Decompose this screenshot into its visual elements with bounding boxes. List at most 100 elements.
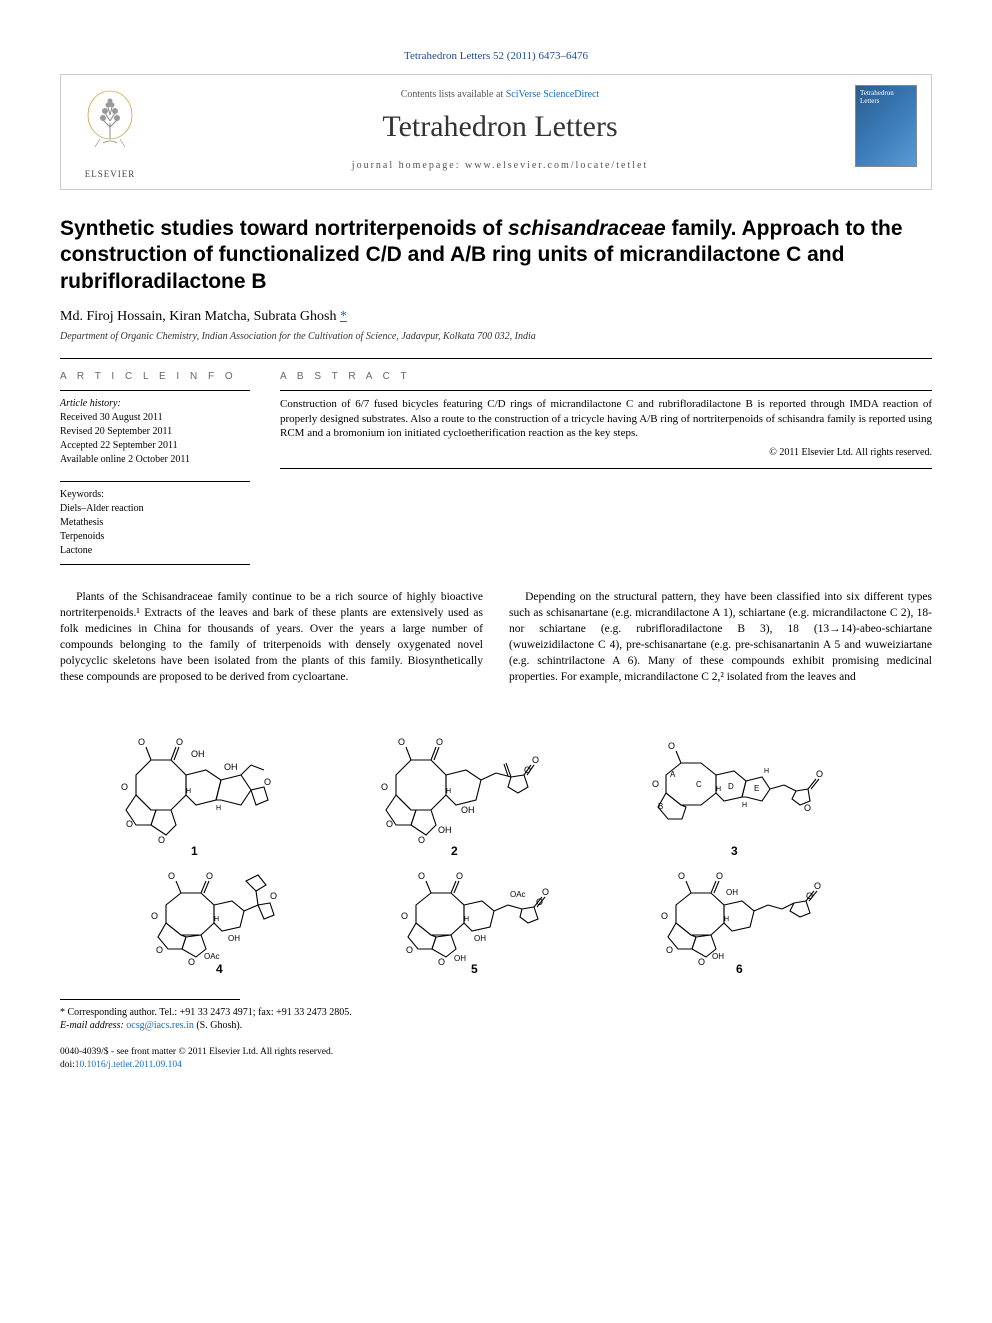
svg-text:O: O xyxy=(398,737,405,747)
citation-line: Tetrahedron Letters 52 (2011) 6473–6476 xyxy=(60,50,932,62)
svg-text:O: O xyxy=(698,957,705,967)
svg-text:OH: OH xyxy=(454,954,466,963)
svg-text:O: O xyxy=(436,737,443,747)
online-date: Available online 2 October 2011 xyxy=(60,453,250,467)
abstract-copyright: © 2011 Elsevier Ltd. All rights reserved… xyxy=(280,447,932,469)
revised-date: Revised 20 September 2011 xyxy=(60,425,250,439)
article-info-heading: A R T I C L E I N F O xyxy=(60,371,250,382)
svg-text:OH: OH xyxy=(438,825,452,835)
title-part-1-ital: schisandraceae xyxy=(508,217,666,240)
title-part-0: Synthetic studies toward nortriterpenoid… xyxy=(60,217,508,240)
corresponding-author-marker[interactable]: * xyxy=(340,309,347,324)
svg-text:O: O xyxy=(418,871,425,881)
svg-text:O: O xyxy=(542,887,549,897)
body-paragraph-2: Depending on the structural pattern, the… xyxy=(509,589,932,686)
publisher-logo-block: ELSEVIER xyxy=(75,85,145,179)
abstract-heading: A B S T R A C T xyxy=(280,371,932,382)
cover-thumb-label: Tetrahedron Letters xyxy=(860,90,912,105)
svg-text:O: O xyxy=(678,871,685,881)
svg-text:H: H xyxy=(214,916,219,923)
svg-text:O: O xyxy=(401,911,408,921)
article-history-block: Article history: Received 30 August 2011… xyxy=(60,390,250,467)
svg-text:A: A xyxy=(670,770,676,779)
svg-text:H: H xyxy=(716,786,721,793)
svg-text:OH: OH xyxy=(712,952,724,961)
svg-text:O: O xyxy=(176,737,183,747)
svg-text:O: O xyxy=(816,769,823,779)
accepted-date: Accepted 22 September 2011 xyxy=(60,439,250,453)
svg-text:H: H xyxy=(446,788,451,795)
svg-text:O: O xyxy=(438,957,445,967)
svg-text:H: H xyxy=(464,916,469,923)
article-title: Synthetic studies toward nortriterpenoid… xyxy=(60,216,932,295)
svg-text:O: O xyxy=(270,891,277,901)
svg-text:O: O xyxy=(188,957,195,967)
svg-text:C: C xyxy=(696,780,702,789)
page-container: Tetrahedron Letters 52 (2011) 6473–6476 xyxy=(0,0,992,1101)
svg-text:OAc: OAc xyxy=(510,890,526,899)
svg-text:O: O xyxy=(661,911,668,921)
corr-email-link[interactable]: ocsg@iacs.res.in xyxy=(126,1020,194,1031)
svg-text:D: D xyxy=(728,782,734,791)
abstract-column: A B S T R A C T Construction of 6/7 fuse… xyxy=(280,371,932,565)
keyword-3: Lactone xyxy=(60,544,250,558)
svg-text:E: E xyxy=(754,784,759,793)
svg-text:O: O xyxy=(716,871,723,881)
chemical-structures-figure: O O OH OH O O O O H H 1 xyxy=(60,705,932,979)
publisher-name: ELSEVIER xyxy=(75,169,145,179)
svg-text:OH: OH xyxy=(191,749,205,759)
svg-text:OH: OH xyxy=(461,805,475,815)
sciencedirect-link[interactable]: SciVerse ScienceDirect xyxy=(506,89,600,100)
email-suffix: (S. Ghosh). xyxy=(194,1020,242,1031)
journal-cover-thumbnail: Tetrahedron Letters xyxy=(855,85,917,167)
svg-text:OH: OH xyxy=(474,934,486,943)
keyword-0: Diels–Alder reaction xyxy=(60,502,250,516)
svg-text:O: O xyxy=(158,835,165,845)
keyword-2: Terpenoids xyxy=(60,530,250,544)
corresponding-author-footnote: * Corresponding author. Tel.: +91 33 247… xyxy=(60,1006,932,1032)
svg-text:3: 3 xyxy=(731,844,738,858)
homepage-prefix: journal homepage: xyxy=(352,160,465,171)
svg-text:O: O xyxy=(381,782,388,792)
svg-text:OH: OH xyxy=(228,934,240,943)
svg-text:O: O xyxy=(151,911,158,921)
journal-header-box: ELSEVIER Contents lists available at Sci… xyxy=(60,74,932,190)
svg-text:H: H xyxy=(764,768,769,775)
svg-text:O: O xyxy=(264,777,271,787)
doi-prefix: doi: xyxy=(60,1060,75,1070)
svg-text:H: H xyxy=(216,805,221,812)
abstract-text: Construction of 6/7 fused bicycles featu… xyxy=(280,390,932,442)
keyword-1: Metathesis xyxy=(60,516,250,530)
doi-line: doi:10.1016/j.tetlet.2011.09.104 xyxy=(60,1059,932,1071)
authors-names: Md. Firoj Hossain, Kiran Matcha, Subrata… xyxy=(60,309,340,324)
svg-text:1: 1 xyxy=(191,844,198,858)
svg-text:O: O xyxy=(406,945,413,955)
svg-text:6: 6 xyxy=(736,962,743,975)
svg-text:O: O xyxy=(126,819,133,829)
body-paragraph-1: Plants of the Schisandraceae family cont… xyxy=(60,589,483,686)
received-date: Received 30 August 2011 xyxy=(60,411,250,425)
svg-text:OH: OH xyxy=(726,888,738,897)
doi-link[interactable]: 10.1016/j.tetlet.2011.09.104 xyxy=(75,1060,182,1070)
svg-text:O: O xyxy=(652,779,659,789)
svg-text:O: O xyxy=(386,819,393,829)
header-center: Contents lists available at SciVerse Sci… xyxy=(145,85,855,171)
svg-text:O: O xyxy=(532,755,539,765)
corr-contact: * Corresponding author. Tel.: +91 33 247… xyxy=(60,1006,932,1019)
header-row: ELSEVIER Contents lists available at Sci… xyxy=(75,85,917,179)
svg-text:OAc: OAc xyxy=(204,952,220,961)
svg-text:H: H xyxy=(724,916,729,923)
journal-name: Tetrahedron Letters xyxy=(145,110,855,144)
svg-text:4: 4 xyxy=(216,962,223,975)
contents-available-line: Contents lists available at SciVerse Sci… xyxy=(145,89,855,100)
svg-text:O: O xyxy=(418,835,425,845)
homepage-line: journal homepage: www.elsevier.com/locat… xyxy=(145,160,855,171)
svg-text:2: 2 xyxy=(451,844,458,858)
article-info-column: A R T I C L E I N F O Article history: R… xyxy=(60,371,250,565)
svg-text:B: B xyxy=(658,802,663,811)
svg-text:O: O xyxy=(814,881,821,891)
body-text-columns: Plants of the Schisandraceae family cont… xyxy=(60,589,932,686)
svg-text:O: O xyxy=(666,945,673,955)
homepage-url: www.elsevier.com/locate/tetlet xyxy=(465,160,648,171)
footnote-divider xyxy=(60,999,240,1000)
